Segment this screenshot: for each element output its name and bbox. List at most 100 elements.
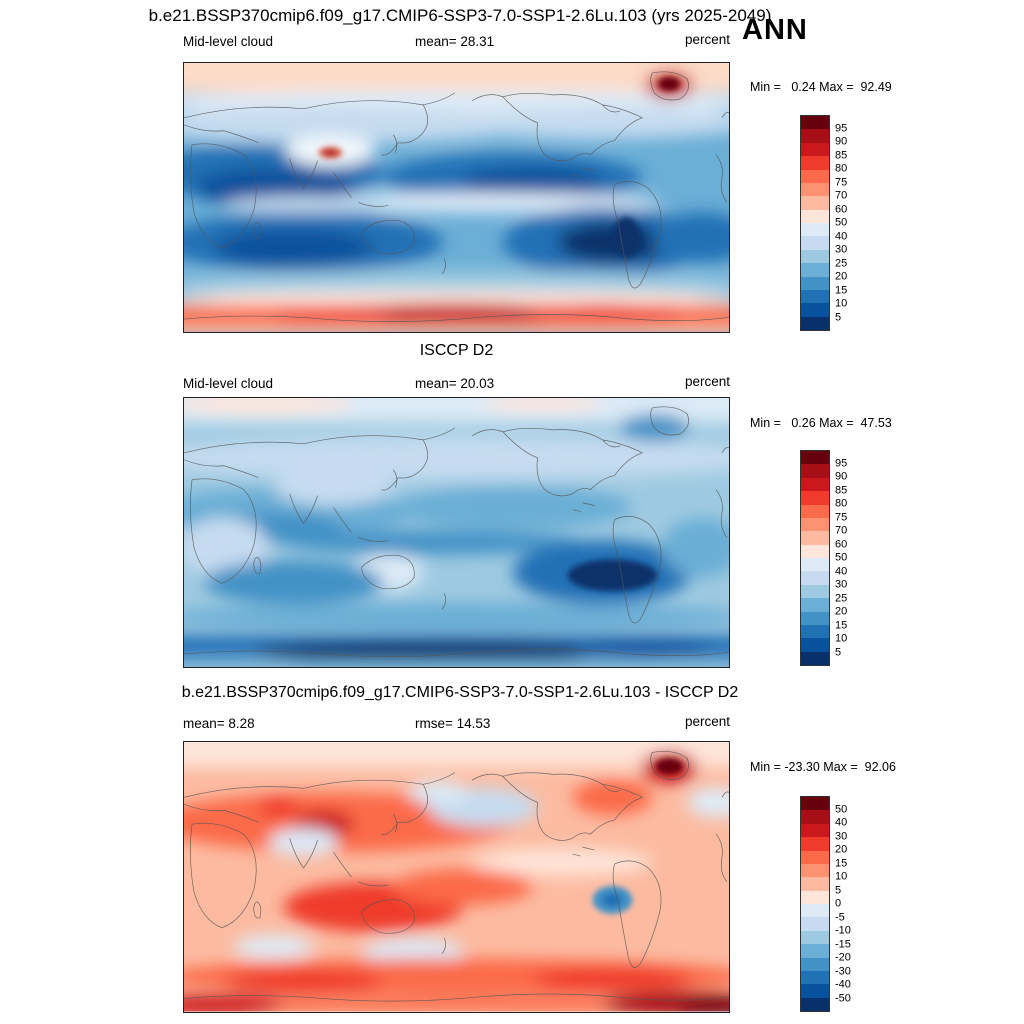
- colorbar-tick-label: -15: [835, 938, 851, 950]
- main-title: b.e21.BSSP370cmip6.f09_g17.CMIP6-SSP3-7.…: [148, 6, 772, 25]
- diff-map-contours: [184, 742, 729, 1012]
- colorbar-cell: [801, 116, 829, 130]
- panel2-colorbar: 95 90 85 80 75 70 60 50 40 30 25 20 15 10 5: [800, 450, 865, 666]
- model-map-contours: [184, 63, 729, 332]
- colorbar-tick-label: 40: [835, 816, 848, 829]
- panel3-rmse-label: rmse= 14.53: [415, 716, 491, 731]
- colorbar-cell: [801, 957, 829, 971]
- colorbar-tick-label: 95: [835, 122, 848, 134]
- colorbar-cell: [801, 638, 829, 652]
- colorbar-tick-label: 20: [835, 843, 848, 856]
- obs-title: ISCCP D2: [419, 342, 494, 359]
- panel1-mean-label: mean= 28.31: [415, 34, 495, 49]
- colorbar-cell: [801, 169, 829, 183]
- colorbar-tick-label: 5: [835, 884, 842, 896]
- panel1-minmax: Min = 0.24 Max = 92.49: [750, 80, 892, 94]
- colorbar-tick-label: -10: [835, 924, 851, 937]
- colorbar-tick-label: 75: [835, 176, 848, 188]
- colorbar-cell: [801, 517, 829, 532]
- colorbar-tick-label: 20: [835, 605, 848, 618]
- colorbar-bar: [800, 796, 830, 1012]
- colorbar-cell: [801, 451, 829, 465]
- colorbar-tick-label: 15: [835, 857, 848, 869]
- obs-map-contours: [184, 398, 729, 667]
- colorbar-tick-label: 85: [835, 484, 848, 496]
- colorbar-cell: [801, 182, 829, 197]
- model-map: [183, 62, 730, 333]
- colorbar-cell: [801, 249, 829, 264]
- colorbar-bar: [800, 115, 830, 331]
- colorbar-tick-label: 80: [835, 162, 848, 175]
- colorbar-cell: [801, 129, 829, 143]
- colorbar-cell: [801, 464, 829, 478]
- panel1-colorbar: 95 90 85 80 75 70 60 50 40 30 25 20 15 10 5: [800, 115, 865, 331]
- colorbar-ticks: 95 90 85 80 75 70 60 50 40 30 25 20 15 10 5: [835, 450, 865, 666]
- colorbar-tick-label: -40: [835, 978, 851, 991]
- colorbar-cell: [801, 289, 829, 304]
- colorbar-cell: [801, 890, 829, 904]
- colorbar-cell: [801, 944, 829, 958]
- colorbar-tick-label: 90: [835, 470, 848, 483]
- colorbar-tick-label: 20: [835, 270, 848, 283]
- colorbar-tick-label: -50: [835, 992, 851, 1004]
- colorbar-cell: [801, 970, 829, 985]
- colorbar-tick-label: 10: [835, 632, 848, 645]
- coastlines: [184, 750, 729, 1002]
- colorbar-tick-label: 0: [835, 897, 842, 910]
- colorbar-tick-label: 25: [835, 257, 848, 269]
- panel3-mean-label: mean= 8.28: [183, 716, 255, 731]
- colorbar-cell: [801, 624, 829, 639]
- panel1-units-label: percent: [684, 32, 730, 47]
- colorbar-bar: [800, 450, 830, 666]
- colorbar-cell: [801, 558, 829, 572]
- colorbar-cell: [801, 196, 829, 210]
- colorbar-cell: [801, 850, 829, 864]
- colorbar-tick-label: 80: [835, 497, 848, 510]
- colorbar-cell: [801, 209, 829, 223]
- colorbar-tick-label: -20: [835, 951, 851, 964]
- colorbar-cell: [801, 156, 829, 170]
- colorbar-cell: [801, 598, 829, 612]
- colorbar-tick-label: 50: [835, 216, 848, 229]
- colorbar-tick-label: 40: [835, 230, 848, 242]
- colorbar-cell: [801, 863, 829, 878]
- colorbar-ticks: 95 90 85 80 75 70 60 50 40 30 25 20 15 10 5: [835, 115, 865, 331]
- colorbar-cell: [801, 930, 829, 945]
- panel2-variable-label: Mid-level cloud: [183, 376, 274, 391]
- colorbar-ticks: 50 40 30 20 15 10 5 0 -5 -10 -15 -20 -30 -40 -50: [835, 796, 865, 1012]
- colorbar-cell: [801, 611, 829, 625]
- colorbar-cell: [801, 917, 829, 931]
- panel3-minmax: Min = -23.30 Max = 92.06: [750, 760, 896, 774]
- colorbar-cell: [801, 904, 829, 918]
- colorbar-tick-label: 95: [835, 457, 848, 469]
- colorbar-cell: [801, 651, 829, 665]
- colorbar-tick-label: 10: [835, 297, 848, 310]
- colorbar-cell: [801, 810, 829, 824]
- colorbar-cell: [801, 837, 829, 851]
- colorbar-tick-label: 75: [835, 511, 848, 523]
- colorbar-tick-label: 90: [835, 135, 848, 148]
- colorbar-tick-label: 15: [835, 619, 848, 631]
- colorbar-tick-label: 5: [835, 646, 842, 658]
- season-label: ANN: [742, 14, 808, 46]
- colorbar-cell: [801, 584, 829, 599]
- colorbar-cell: [801, 544, 829, 558]
- colorbar-tick-label: 30: [835, 243, 848, 256]
- diff-map: [183, 741, 730, 1013]
- panel2-mean-label: mean= 20.03: [415, 376, 495, 391]
- colorbar-cell: [801, 571, 829, 585]
- colorbar-tick-label: 60: [835, 538, 848, 550]
- colorbar-cell: [801, 276, 829, 290]
- coastlines: [184, 406, 729, 657]
- colorbar-tick-label: 50: [835, 803, 848, 815]
- colorbar-cell: [801, 877, 829, 891]
- diff-title: b.e21.BSSP370cmip6.f09_g17.CMIP6-SSP3-7.…: [181, 684, 739, 701]
- colorbar-tick-label: -30: [835, 965, 851, 977]
- colorbar-tick-label: 50: [835, 551, 848, 564]
- colorbar-tick-label: 70: [835, 524, 848, 537]
- colorbar-tick-label: 25: [835, 592, 848, 604]
- panel1-variable-label: Mid-level cloud: [183, 34, 274, 49]
- colorbar-tick-label: 70: [835, 189, 848, 202]
- colorbar-tick-label: -5: [835, 911, 845, 923]
